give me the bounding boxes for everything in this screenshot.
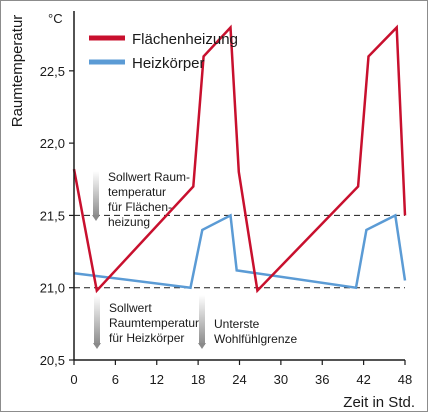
y-tick-label: 21,5	[40, 208, 65, 223]
legend-label: Heizkörper	[132, 55, 205, 72]
annotation-marker-tip	[93, 343, 101, 349]
annotation-marker-tip	[92, 215, 100, 221]
y-tick-label: 22,5	[40, 64, 65, 79]
x-tick-label: 6	[112, 372, 119, 387]
x-tick-label: 24	[232, 372, 246, 387]
series-lines	[72, 24, 407, 294]
annotation-text-line: Unterste	[214, 317, 260, 331]
x-tick-label: 18	[191, 372, 205, 387]
series-line-heizkoerper	[73, 213, 407, 290]
x-tick-label: 0	[70, 372, 77, 387]
y-ticks: 20,5 21,0 21,5 22,0 22,5	[40, 64, 74, 368]
x-axis-label: Zeit in Std.	[343, 394, 415, 411]
legend-label: Flächenheizung	[132, 31, 238, 48]
annotation-text-line: Sollwert Raum-	[108, 170, 190, 184]
x-tick-label: 48	[398, 372, 412, 387]
annotation-text-line: Sollwert	[109, 301, 152, 315]
legend: Flächenheizung Heizkörper	[89, 31, 238, 72]
legend-item: Heizkörper	[89, 55, 205, 72]
x-tick-label: 42	[356, 372, 370, 387]
x-tick-label: 36	[315, 372, 329, 387]
y-axis-label: Raumtemperatur	[9, 15, 26, 128]
annotation-marker	[94, 295, 100, 345]
y-tick-label: 21,0	[40, 281, 65, 296]
annotation-text-line: Raumtemperatur	[109, 316, 199, 330]
annotation-text-line: für Flächen-	[108, 200, 172, 214]
series-line-flaechenheizung	[72, 24, 407, 294]
legend-item: Flächenheizung	[89, 31, 238, 48]
annotation-text-line: heizung	[108, 215, 150, 229]
annotation-marker-tip	[198, 343, 206, 349]
y-tick-label: 20,5	[40, 353, 65, 368]
x-ticks: 0 6 12 18 24 30 36 42 48	[70, 360, 412, 387]
x-tick-label: 30	[274, 372, 288, 387]
annotation-marker	[199, 295, 205, 345]
annotation-text-line: für Heizkörper	[109, 331, 184, 345]
annotation-text-line: temperatur	[108, 185, 166, 199]
y-unit-label: °C	[48, 11, 63, 26]
x-tick-label: 12	[150, 372, 164, 387]
annotation-marker	[93, 171, 99, 217]
annotation-text-line: Wohlfühlgrenze	[214, 332, 297, 346]
y-tick-label: 22,0	[40, 136, 65, 151]
